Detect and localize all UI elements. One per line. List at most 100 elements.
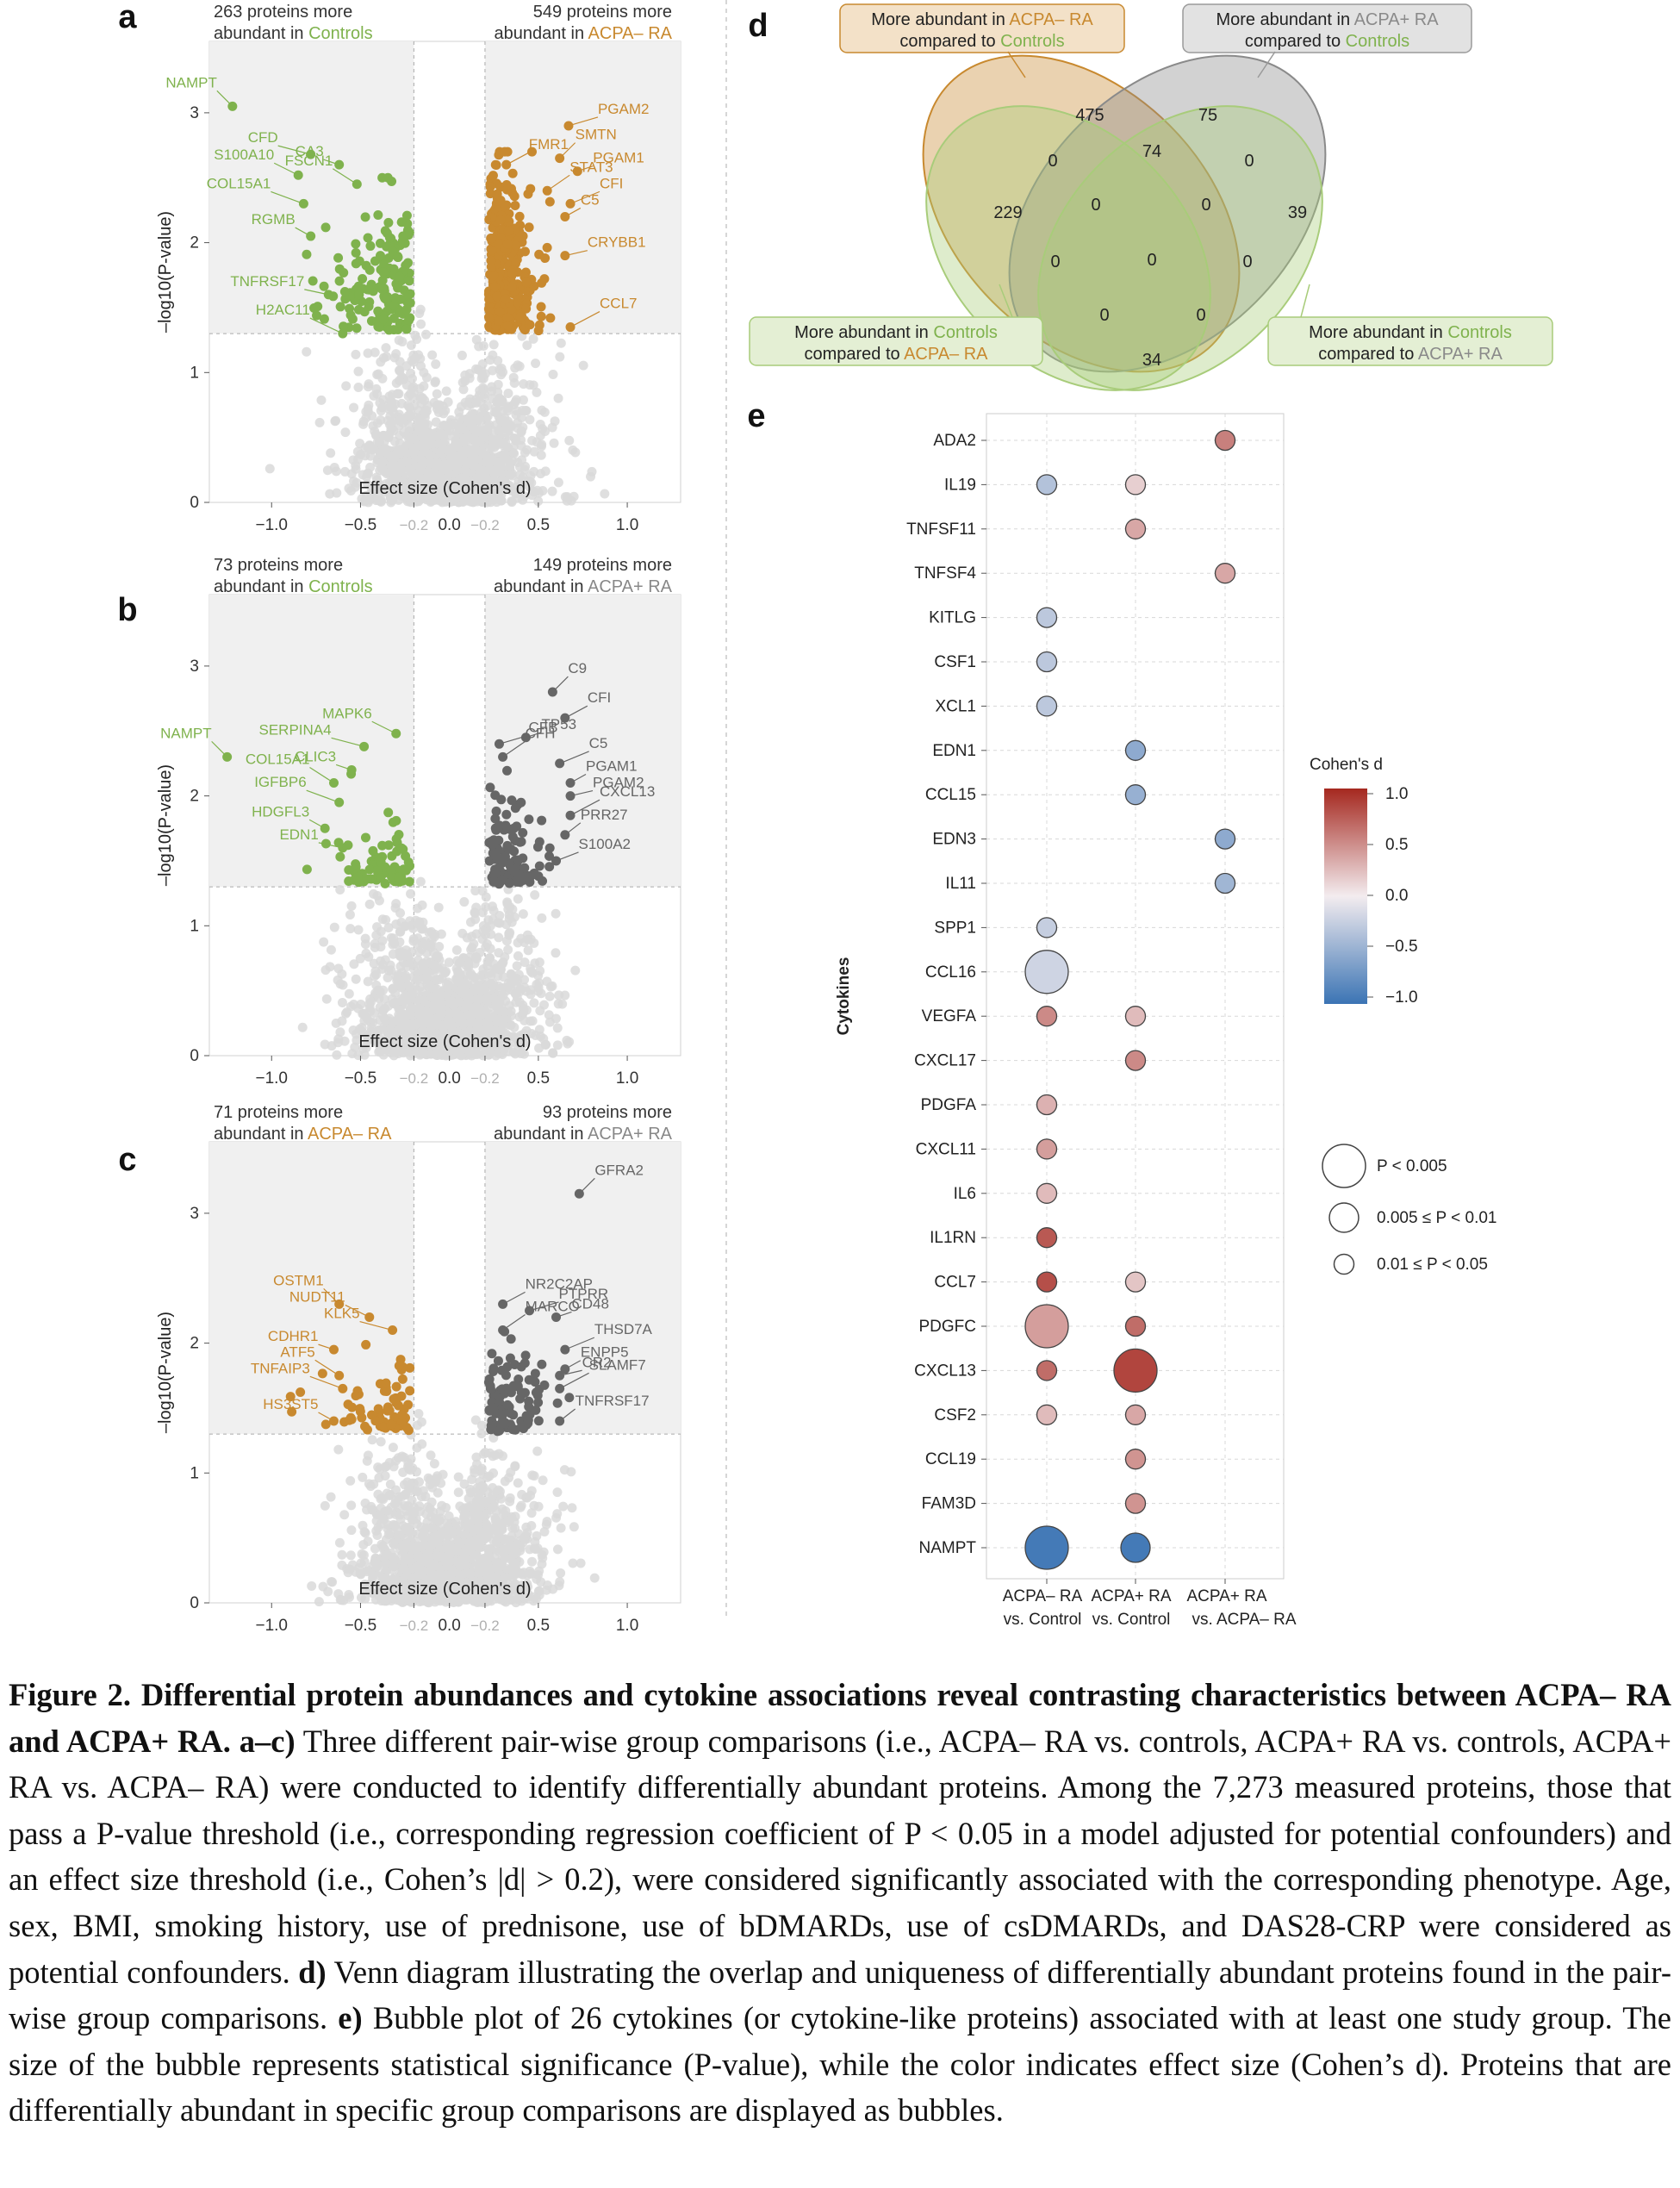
gray-point (408, 357, 419, 367)
header-left-group: abundant in Controls (214, 24, 373, 43)
gray-point (471, 482, 482, 492)
gene-label: PGAM1 (593, 150, 644, 166)
gray-point (363, 442, 373, 452)
gray-point (372, 922, 383, 932)
gray-point (344, 988, 354, 999)
gray-point (374, 437, 384, 447)
gene-label: RGMB (252, 211, 296, 228)
gray-point (449, 478, 459, 489)
point-left (377, 284, 388, 295)
gray-point (351, 349, 361, 359)
gene-label: IGFBP6 (254, 774, 306, 790)
x-tick-label: 0.5 (527, 1069, 550, 1088)
gray-point (420, 430, 431, 440)
gray-point (316, 395, 327, 405)
gray-point (520, 447, 530, 458)
y-tick-label: 2 (190, 788, 199, 806)
gray-point (570, 447, 581, 458)
gray-point (474, 341, 484, 352)
gray-point (397, 337, 408, 347)
point-right (510, 201, 520, 211)
gray-point (548, 370, 558, 380)
gray-point (434, 941, 445, 951)
gene-label: TNFRSF17 (230, 273, 304, 290)
gray-point (436, 1020, 446, 1031)
point-right (521, 277, 532, 288)
point-right (492, 853, 502, 863)
gray-point (432, 458, 443, 468)
gene-leader (568, 116, 599, 127)
gray-point (320, 965, 331, 976)
gray-point (401, 457, 411, 467)
point-left (351, 239, 361, 249)
gene-label: PGAM1 (586, 758, 638, 775)
gray-point (426, 1497, 437, 1507)
gray-point (395, 962, 406, 972)
gray-point (459, 897, 470, 907)
point-right (513, 855, 524, 865)
gray-point (391, 899, 401, 909)
gray-point (383, 415, 393, 426)
gray-point (494, 1485, 504, 1495)
gray-point (426, 1021, 437, 1032)
point-right (512, 298, 522, 309)
point-right (507, 168, 518, 178)
gray-point (377, 936, 388, 946)
gene-leader (273, 162, 299, 176)
gray-point (369, 390, 379, 401)
gray-point (478, 383, 488, 393)
gray-point (493, 918, 503, 928)
gray-point (345, 909, 355, 919)
gray-point (431, 359, 441, 370)
point-right (501, 184, 512, 195)
gray-point (426, 1450, 436, 1461)
gray-point (377, 457, 388, 467)
gray-point (335, 884, 345, 895)
point-left (351, 247, 361, 258)
gray-point (385, 1479, 395, 1489)
point-left (404, 228, 414, 238)
gray-point (478, 1449, 488, 1459)
gray-point (397, 477, 408, 487)
point-right (537, 815, 547, 826)
point-right (521, 303, 532, 314)
point-right (513, 874, 523, 884)
point-right (505, 825, 515, 835)
gray-point (375, 448, 385, 458)
gene-label: COL15A1 (246, 751, 310, 768)
gray-point (320, 1039, 330, 1050)
point-left (404, 876, 414, 887)
gray-point (563, 1038, 573, 1049)
gray-point (352, 446, 363, 457)
gene-label: FMR1 (529, 136, 569, 153)
gray-point (377, 914, 388, 925)
point-right (507, 795, 517, 806)
gray-point (504, 430, 514, 440)
gray-point (482, 401, 493, 411)
point-left (391, 815, 401, 826)
point-right (520, 246, 530, 257)
gray-point (351, 974, 361, 984)
gene-label: COL15A1 (207, 175, 271, 191)
gray-point (441, 459, 451, 470)
gray-point (408, 392, 418, 402)
gray-point (302, 346, 312, 357)
point-right (500, 851, 510, 862)
gray-point (552, 1487, 563, 1498)
gray-point (408, 350, 419, 360)
gray-point (349, 1000, 359, 1010)
gray-point (516, 413, 526, 423)
x-tick-label: −0.2 (470, 1070, 500, 1087)
gray-point (432, 403, 442, 414)
x-tick-label: −0.2 (400, 517, 429, 533)
gray-point (522, 930, 532, 940)
gene-label: CA3 (296, 143, 324, 159)
gray-point (481, 902, 491, 913)
gray-point (493, 356, 503, 366)
point-right (490, 282, 501, 292)
gray-point (414, 383, 425, 394)
gray-point (488, 426, 498, 436)
point-right (524, 814, 534, 825)
gray-point (507, 496, 517, 507)
gray-point (414, 1009, 425, 1019)
